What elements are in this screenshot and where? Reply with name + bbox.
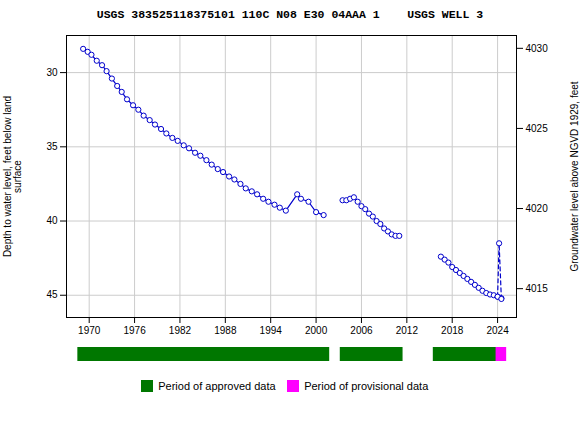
svg-text:2012: 2012	[396, 325, 419, 336]
svg-text:4030: 4030	[526, 43, 549, 54]
svg-text:45: 45	[46, 289, 58, 300]
svg-text:2018: 2018	[441, 325, 464, 336]
svg-text:1970: 1970	[78, 325, 101, 336]
svg-text:1982: 1982	[169, 325, 192, 336]
svg-text:4020: 4020	[526, 203, 549, 214]
svg-text:30: 30	[46, 67, 58, 78]
html-text:Period of provisional data: Period of provisional data	[304, 379, 429, 392]
svg-text:Groundwater level above NGVD 1: Groundwater level above NGVD 1929, feet	[569, 81, 580, 271]
svg-text:1988: 1988	[214, 325, 237, 336]
svg-text:35: 35	[46, 141, 58, 152]
svg-text:4015: 4015	[526, 283, 549, 294]
svg-text:2006: 2006	[350, 325, 373, 336]
svg-text:Depth to water level, feet bel: Depth to water level, feet below landsur…	[2, 96, 23, 257]
svg-text:1994: 1994	[260, 325, 283, 336]
svg-text:2024: 2024	[486, 325, 509, 336]
svg-text:1976: 1976	[123, 325, 146, 336]
html-text:USGS 383525118375101 110C N08: USGS 383525118375101 110C N08 E30 04AAA …	[96, 8, 484, 21]
svg-text:40: 40	[46, 215, 58, 226]
svg-text:2000: 2000	[305, 325, 328, 336]
html-text:Period of approved data: Period of approved data	[158, 379, 276, 392]
svg-text:4025: 4025	[526, 123, 549, 134]
